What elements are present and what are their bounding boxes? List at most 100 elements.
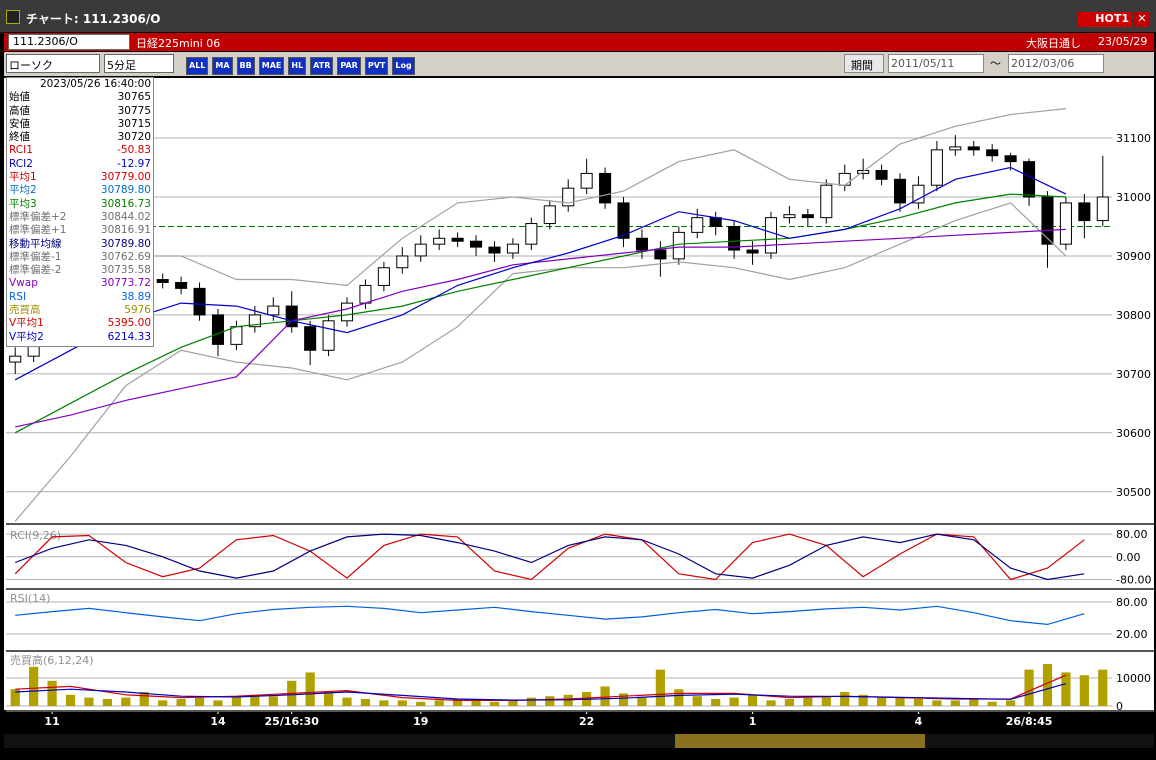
- indicator-line: [14, 533, 1085, 581]
- style-select[interactable]: ローソク: [6, 54, 100, 73]
- info-row: 標準偏差+2 30844.02: [7, 211, 153, 224]
- info-label: 始値: [9, 91, 30, 104]
- volume-bar: [29, 666, 39, 706]
- to-date[interactable]: 2012/03/06: [1008, 54, 1104, 73]
- candle-body: [949, 146, 962, 151]
- indicator-line: [15, 228, 1066, 428]
- info-row: 安値 30715: [7, 118, 153, 131]
- tool-button[interactable]: PVT: [364, 57, 389, 75]
- tool-button[interactable]: MAE: [258, 57, 285, 75]
- indicator-line: [15, 605, 1085, 626]
- volume-bar: [600, 686, 610, 706]
- candle-body: [764, 217, 778, 254]
- tool-button[interactable]: Log: [392, 57, 415, 75]
- info-label: 平均3: [9, 197, 37, 210]
- volume-bar: [397, 700, 407, 706]
- window-title: チャート: 111.2306/O: [26, 12, 161, 26]
- candle-body: [617, 202, 630, 239]
- volume-bar: [747, 694, 758, 706]
- info-label: 標準偏差+1: [9, 224, 67, 237]
- volume-bar: [692, 696, 702, 706]
- hot-button[interactable]: HOT1: [1078, 12, 1132, 27]
- volume-bar: [508, 700, 518, 706]
- symbol-input[interactable]: 111.2306/O: [8, 34, 130, 50]
- from-date[interactable]: 2011/05/11: [888, 54, 984, 73]
- volume-bar: [434, 700, 444, 706]
- info-value: 6214.33: [107, 330, 151, 343]
- scrollbar[interactable]: [4, 734, 1154, 748]
- y-tick-label: 80.00: [1116, 596, 1148, 609]
- tool-button[interactable]: HL: [288, 57, 307, 75]
- info-label: V平均1: [9, 317, 44, 330]
- volume-bar: [176, 699, 186, 706]
- volume-bar: [1079, 675, 1089, 706]
- volume-bar: [489, 701, 500, 706]
- info-row: 終値 30720: [7, 131, 153, 144]
- candle-body: [875, 169, 888, 180]
- volume-bar: [858, 694, 868, 706]
- candle-body: [506, 243, 519, 254]
- info-label: 安値: [9, 117, 30, 130]
- candle-body: [893, 178, 907, 204]
- candle-body: [248, 314, 261, 328]
- symbol-bar: 111.2306/O 日経225mini 06 大阪日通し 23/05/29: [4, 33, 1154, 51]
- volume-bar: [840, 692, 850, 706]
- info-row: RSI 38.89: [7, 291, 153, 304]
- close-button[interactable]: ✕: [1134, 12, 1150, 27]
- info-row: 標準偏差-1 30762.69: [7, 251, 153, 264]
- info-panel: 2023/05/26 16:40:00 始値 30765 高値 30775 安値 3071…: [6, 77, 154, 347]
- volume-bar: [803, 697, 813, 706]
- volume-bar: [1098, 669, 1108, 706]
- volume-bar: [729, 697, 739, 706]
- volume-bar: [618, 693, 629, 706]
- volume-bar: [453, 699, 463, 706]
- app-icon: [6, 10, 20, 24]
- candle-body: [451, 237, 464, 242]
- y-tick-label: 30700: [1116, 368, 1151, 381]
- interval-select[interactable]: 5分足: [104, 54, 174, 73]
- volume-bar: [139, 692, 149, 706]
- info-label: 移動平均線: [9, 237, 62, 250]
- indicator-line: [14, 166, 1067, 381]
- candle-body: [377, 267, 390, 286]
- panel-title: RSI(14): [10, 592, 50, 605]
- tool-button[interactable]: PAR: [337, 57, 361, 75]
- candle-body: [654, 249, 667, 260]
- info-label: Vwap: [9, 277, 38, 290]
- session: 大阪日通し: [1026, 37, 1081, 50]
- separator: ～: [990, 57, 1001, 70]
- info-row: 移動平均線 30789.80: [7, 238, 153, 251]
- tool-button[interactable]: ATR: [310, 57, 334, 75]
- volume-bar: [913, 699, 924, 706]
- volume-bar: [102, 699, 112, 706]
- volume-bar: [158, 700, 168, 706]
- candle-body: [322, 320, 335, 351]
- info-label: 売買高: [9, 304, 41, 317]
- volume-bar: [471, 700, 481, 706]
- candle-body: [193, 287, 206, 316]
- x-tick-label: 22: [579, 715, 594, 728]
- tool-button[interactable]: ALL: [186, 57, 209, 75]
- volume-bar: [1006, 700, 1016, 706]
- y-tick-label: 30500: [1116, 486, 1151, 499]
- info-value: 30816.91: [100, 224, 151, 237]
- volume-bar: [323, 692, 334, 706]
- scroll-thumb[interactable]: [675, 734, 925, 748]
- candle-body: [230, 326, 243, 345]
- indicator-line: [14, 533, 1085, 581]
- volume-bar: [950, 700, 960, 706]
- info-value: 30779.00: [100, 171, 151, 184]
- candle-body: [820, 184, 833, 219]
- candle-body: [359, 284, 372, 304]
- info-value: 5395.00: [107, 317, 151, 330]
- candle-body: [340, 302, 354, 322]
- y-tick-label: 80.00: [1116, 528, 1148, 541]
- tool-button[interactable]: BB: [236, 57, 255, 75]
- candle-body: [1096, 196, 1109, 222]
- period-button[interactable]: 期間: [844, 54, 884, 73]
- tool-button[interactable]: MA: [212, 57, 233, 75]
- x-tick-label: 1: [749, 715, 757, 728]
- candle-body: [599, 172, 612, 204]
- volume-bar: [342, 697, 352, 706]
- x-tick-label: 25/16:30: [265, 715, 320, 728]
